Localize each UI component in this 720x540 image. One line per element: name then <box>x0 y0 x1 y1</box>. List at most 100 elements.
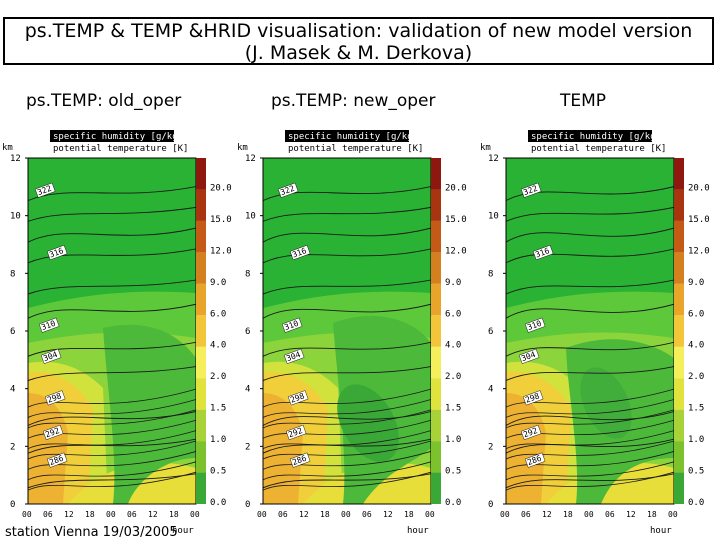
x-tick-label: 00 <box>425 510 435 519</box>
title-line-2: (J. Masek & M. Derkova) <box>244 42 473 64</box>
colorbar-tick-label: 0.5 <box>688 467 704 477</box>
contour-label-box <box>34 182 56 198</box>
colorbar-tick-label: 15.0 <box>210 215 232 225</box>
panel-label-temp: TEMP <box>560 91 607 111</box>
y-axis-unit: km <box>2 143 13 153</box>
contour-label-box <box>520 424 542 441</box>
isentrope-line <box>506 451 674 470</box>
colorbar-tick-label: 4.0 <box>210 341 226 351</box>
y-axis-unit: km <box>480 143 491 153</box>
colorbar-segment <box>674 441 684 473</box>
contour-label-box <box>287 390 309 406</box>
colorbar-tick-label: 0.0 <box>688 498 704 508</box>
colorbar-tick-label: 9.0 <box>688 278 704 288</box>
y-tick-label: 4 <box>10 385 15 395</box>
y-tick-label: 0 <box>10 500 15 510</box>
colorbar-segment <box>196 252 206 284</box>
x-tick-label: 12 <box>148 510 158 519</box>
colorbar-segment <box>674 220 684 253</box>
isentrope-line <box>28 366 196 381</box>
contour-value-label: 310 <box>38 317 60 333</box>
contour-label-box <box>285 424 307 441</box>
contour-label-box <box>522 390 544 406</box>
isentrope-line <box>263 409 431 429</box>
contour-value-label: 292 <box>285 424 307 441</box>
colorbar-segment <box>674 378 684 410</box>
isentrope-line <box>506 430 674 450</box>
colorbar-tick-label: 20.0 <box>210 183 232 193</box>
station-caption: station Vienna 19/03/2005 <box>5 525 178 540</box>
contour-label-box <box>524 317 546 333</box>
y-tick-label: 6 <box>488 327 493 337</box>
isentrope-line <box>28 419 196 439</box>
contour-value-label: 304 <box>283 348 305 364</box>
field-label: specific humidity [g/kg] <box>288 132 418 142</box>
colorbar-tick-label: 6.0 <box>445 309 461 319</box>
colorbar-segment <box>196 409 206 442</box>
x-tick-label: 18 <box>85 510 95 519</box>
y-tick-label: 10 <box>10 212 21 222</box>
isentrope-line <box>506 388 674 408</box>
y-tick-label: 10 <box>245 212 256 222</box>
contour-value-label: 298 <box>287 390 309 406</box>
isentrope-line <box>263 279 431 295</box>
y-tick-label: 4 <box>245 385 250 395</box>
isentrope-line <box>263 303 431 319</box>
contour-value-label: 316 <box>289 244 311 261</box>
colorbar-tick-label: 15.0 <box>688 215 710 225</box>
isentrope-line <box>263 430 431 450</box>
isentrope-line <box>263 366 431 381</box>
contour-value-label: 322 <box>277 182 299 198</box>
contour-label-box <box>289 452 311 468</box>
contour-value-label: 292 <box>520 424 542 441</box>
colorbar-segment <box>431 252 441 284</box>
x-tick-label: 00 <box>500 510 510 519</box>
isentrope-line <box>28 430 196 450</box>
contour-label-box <box>46 244 68 261</box>
colorbar-segment <box>196 378 206 410</box>
chart-old-oper-svg: specific humidity [g/kg] potential temper… <box>2 130 232 536</box>
colorbar-tick-label: 6.0 <box>688 309 704 319</box>
isentrope-line <box>506 366 674 381</box>
colorbar-tick-label: 12.0 <box>445 246 467 256</box>
colorbar-segment <box>431 441 441 473</box>
chart-old-oper: specific humidity [g/kg] potential temper… <box>0 127 232 539</box>
isentrope-line <box>506 411 674 426</box>
isentrope-line <box>263 419 431 439</box>
isentrope-line <box>28 471 196 491</box>
isentrope-line <box>263 227 431 243</box>
isentrope-line <box>28 473 196 489</box>
isentrope-line <box>263 471 431 491</box>
colorbar-tick-label: 1.5 <box>688 404 704 414</box>
colorbar-segment <box>431 220 441 253</box>
field-label: specific humidity [g/kg] <box>531 132 661 142</box>
x-tick-label: 00 <box>106 510 116 519</box>
colorbar-segment <box>431 378 441 410</box>
contour-value-label: 292 <box>42 424 64 441</box>
colorbar-segment <box>674 315 684 347</box>
colorbar-tick-label: 9.0 <box>210 278 226 288</box>
chart-new-oper-svg: specific humidity [g/kg] potential temper… <box>237 130 467 536</box>
isentrope-line <box>506 471 674 491</box>
y-tick-label: 0 <box>488 500 493 510</box>
isentrope-line <box>506 341 674 357</box>
contour-label-box <box>281 317 303 333</box>
colorbar-tick-label: 0.5 <box>445 467 461 477</box>
contour-value-label: 322 <box>520 182 542 198</box>
colorbar-segment <box>674 283 684 316</box>
colorbar-segment <box>196 441 206 473</box>
y-tick-label: 2 <box>10 442 15 452</box>
colorbar-tick-label: 15.0 <box>445 215 467 225</box>
chart-new-oper: specific humidity [g/kg] potential temper… <box>235 127 467 539</box>
isentrope-line <box>263 440 431 460</box>
x-tick-label: 12 <box>542 510 552 519</box>
contour-label-box <box>40 348 62 364</box>
colorbar-tick-label: 0.5 <box>210 467 226 477</box>
field-dry-core <box>337 384 399 462</box>
isentrope-line <box>506 303 674 319</box>
isentrope-line <box>28 341 196 357</box>
contour-label-box <box>42 424 64 441</box>
y-tick-label: 10 <box>488 212 499 222</box>
isentrope-line <box>28 409 196 429</box>
colorbar-tick-label: 20.0 <box>445 183 467 193</box>
